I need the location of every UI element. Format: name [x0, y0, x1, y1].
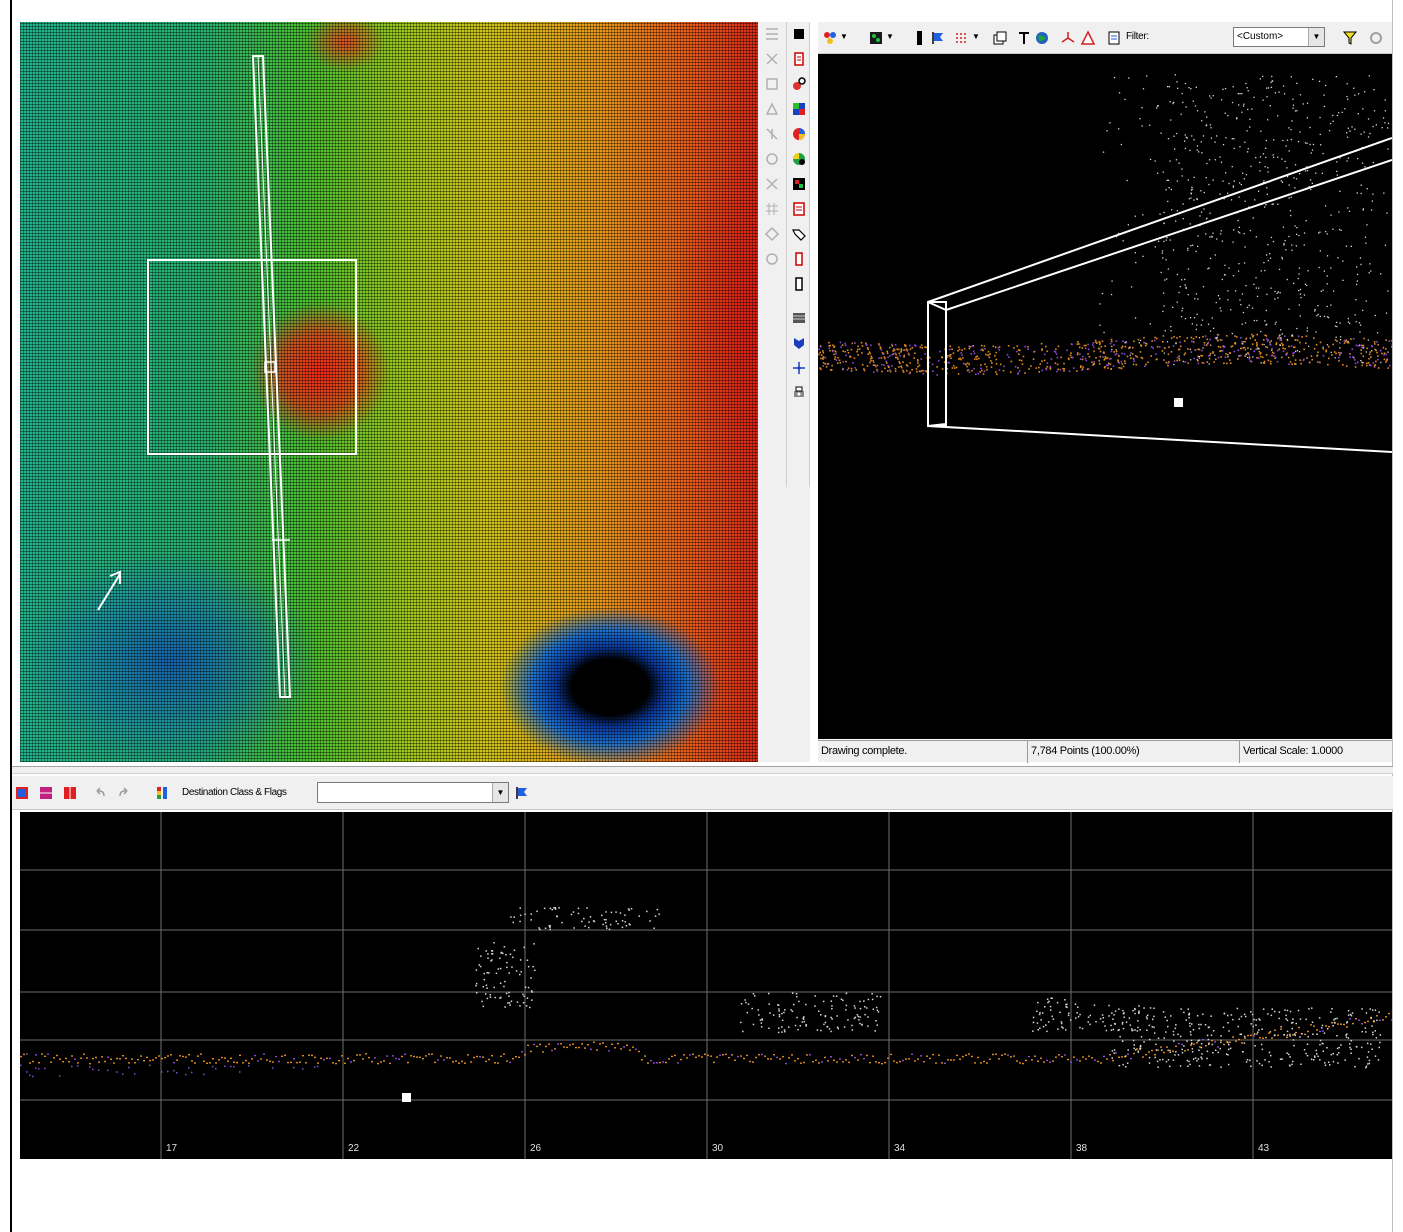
- status-bar: Drawing complete. 7,784 Points (100.00%)…: [818, 740, 1392, 763]
- stop-icon[interactable]: [789, 26, 809, 46]
- cross-section-toolbar: Destination Class & Flags ▼: [12, 776, 1393, 810]
- redo-icon[interactable]: [114, 783, 134, 803]
- chevron-down-icon[interactable]: ▼: [492, 783, 508, 802]
- select-polygon-icon[interactable]: [762, 101, 782, 121]
- cross-section-canvas: 17 22 26 30 34 38 43: [20, 812, 1392, 1159]
- palette-dropdown-icon[interactable]: ▼: [840, 32, 848, 41]
- view3d-toolbar: ▼ ▼ ▼ Filter: <Custom> ▼: [818, 22, 1392, 54]
- select-fence-icon[interactable]: [762, 51, 782, 71]
- filter-select[interactable]: <Custom> ▼: [1233, 27, 1325, 47]
- flag-icon[interactable]: [928, 28, 948, 48]
- classify-icon[interactable]: [789, 51, 809, 71]
- triangle-icon[interactable]: [1078, 28, 1098, 48]
- settings-icon[interactable]: [1366, 28, 1386, 48]
- text-icon[interactable]: [1014, 28, 1034, 48]
- tag-icon[interactable]: [789, 226, 809, 246]
- plan-view-elevation-map[interactable]: [20, 22, 758, 762]
- section-icon[interactable]: [789, 276, 809, 296]
- palette-icon[interactable]: [820, 28, 840, 48]
- profile-3d-canvas: [818, 74, 1392, 453]
- undo-icon[interactable]: [90, 783, 110, 803]
- point-cloud-texture: [20, 22, 758, 762]
- class-colors-icon[interactable]: [152, 783, 172, 803]
- window-left-border: [10, 0, 12, 1232]
- corridor-wireframe: [927, 137, 1392, 453]
- plan-view-overlays: [97, 55, 357, 698]
- apply-flag-icon[interactable]: [512, 783, 532, 803]
- print-icon[interactable]: [789, 385, 809, 405]
- cross-section-axis: 17 22 26 30 34 38 43: [166, 1143, 1270, 1154]
- axis-tick-label: 43: [1258, 1143, 1270, 1154]
- display-mode-icon[interactable]: [866, 28, 886, 48]
- point-style-icon[interactable]: [952, 28, 972, 48]
- cross-section-grid: [20, 812, 1392, 1159]
- toolbar-column-disabled: [760, 22, 784, 276]
- profile-corridor-centerline: [257, 55, 286, 698]
- shield-icon[interactable]: [789, 335, 809, 355]
- display-mode-dropdown-icon[interactable]: ▼: [886, 32, 894, 41]
- filter-label: Filter:: [1126, 31, 1149, 42]
- select-brush-icon[interactable]: [762, 126, 782, 146]
- axes-icon[interactable]: [1058, 28, 1078, 48]
- layers-icon[interactable]: [789, 310, 809, 330]
- cross-section-points: [20, 907, 1392, 1078]
- rotate-icon[interactable]: [762, 226, 782, 246]
- class-by-line-icon[interactable]: [36, 783, 56, 803]
- selection-box[interactable]: [147, 259, 357, 455]
- axis-tick-label: 38: [1076, 1143, 1088, 1154]
- point-cloud-3d: [818, 74, 1392, 376]
- color-by-elevation-icon[interactable]: [789, 101, 809, 121]
- filter-funnel-icon[interactable]: [1340, 28, 1360, 48]
- pane-splitter[interactable]: [12, 766, 1393, 774]
- move-icon[interactable]: [789, 360, 809, 380]
- globe-icon[interactable]: [1032, 28, 1052, 48]
- axis-tick-label: 30: [712, 1143, 724, 1154]
- cursor-marker-3d[interactable]: [1174, 398, 1183, 407]
- axis-tick-label: 17: [166, 1143, 178, 1154]
- color-by-rgb-icon[interactable]: [789, 176, 809, 196]
- axis-tick-label: 22: [348, 1143, 360, 1154]
- copy-window-icon[interactable]: [990, 28, 1010, 48]
- chevron-down-icon[interactable]: ▼: [1308, 28, 1324, 46]
- document-icon[interactable]: [1104, 28, 1124, 48]
- bar-icon[interactable]: [910, 28, 930, 48]
- profile-3d-view[interactable]: [818, 54, 1392, 739]
- status-vertical-scale: Vertical Scale: 1.0000: [1243, 745, 1343, 757]
- list-icon[interactable]: [789, 201, 809, 221]
- axis-tick-label: 34: [894, 1143, 906, 1154]
- status-points: 7,784 Points (100.00%): [1028, 741, 1240, 763]
- select-points-icon[interactable]: [762, 26, 782, 46]
- window-right-border: [1392, 0, 1393, 1232]
- color-by-class-icon[interactable]: [789, 126, 809, 146]
- point-style-dropdown-icon[interactable]: ▼: [972, 32, 980, 41]
- axis-tick-label: 26: [530, 1143, 542, 1154]
- toolbar-column-tools: [786, 22, 810, 487]
- profile-midpoint-marker[interactable]: [264, 361, 276, 373]
- status-message: Drawing complete.: [818, 741, 1028, 763]
- vertical-toolbar: [758, 22, 810, 762]
- section-red-icon[interactable]: [789, 251, 809, 271]
- search-icon[interactable]: [789, 76, 809, 96]
- filter-select-value: <Custom>: [1237, 31, 1284, 42]
- cursor-marker-xsection[interactable]: [402, 1093, 411, 1102]
- grid-icon[interactable]: [762, 201, 782, 221]
- cross-section-view[interactable]: 17 22 26 30 34 38 43: [20, 812, 1392, 1159]
- class-below-icon[interactable]: [60, 783, 80, 803]
- select-above-icon[interactable]: [762, 176, 782, 196]
- select-line-icon[interactable]: [762, 76, 782, 96]
- direction-arrow-icon: [97, 570, 121, 611]
- color-by-intensity-icon[interactable]: [789, 151, 809, 171]
- select-circle-icon[interactable]: [762, 151, 782, 171]
- class-palette-icon[interactable]: [12, 783, 32, 803]
- profile-corridor[interactable]: [251, 55, 292, 698]
- pan-icon[interactable]: [762, 251, 782, 271]
- destination-class-select[interactable]: ▼: [317, 782, 509, 803]
- destination-class-label: Destination Class & Flags: [182, 787, 287, 798]
